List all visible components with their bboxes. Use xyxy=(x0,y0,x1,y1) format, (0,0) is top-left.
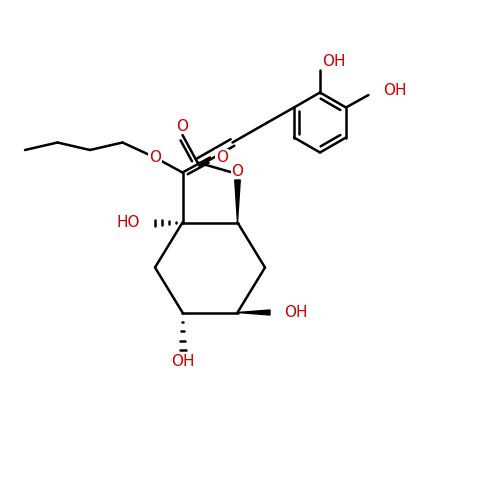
Text: O: O xyxy=(149,150,161,165)
Text: HO: HO xyxy=(116,215,140,230)
Text: OH: OH xyxy=(322,54,346,68)
Text: O: O xyxy=(176,118,188,134)
Text: O: O xyxy=(232,164,243,178)
Text: OH: OH xyxy=(171,354,194,368)
Polygon shape xyxy=(235,180,240,222)
Text: OH: OH xyxy=(284,305,308,320)
Polygon shape xyxy=(238,310,270,315)
Text: O: O xyxy=(216,150,228,165)
Text: OH: OH xyxy=(384,82,407,98)
